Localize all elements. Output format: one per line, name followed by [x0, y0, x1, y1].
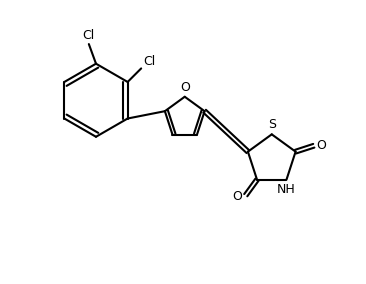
Text: Cl: Cl: [83, 29, 95, 42]
Text: O: O: [232, 190, 242, 203]
Text: S: S: [268, 118, 276, 131]
Text: O: O: [180, 81, 190, 94]
Text: NH: NH: [277, 183, 296, 196]
Text: Cl: Cl: [143, 55, 155, 68]
Text: O: O: [317, 139, 326, 152]
